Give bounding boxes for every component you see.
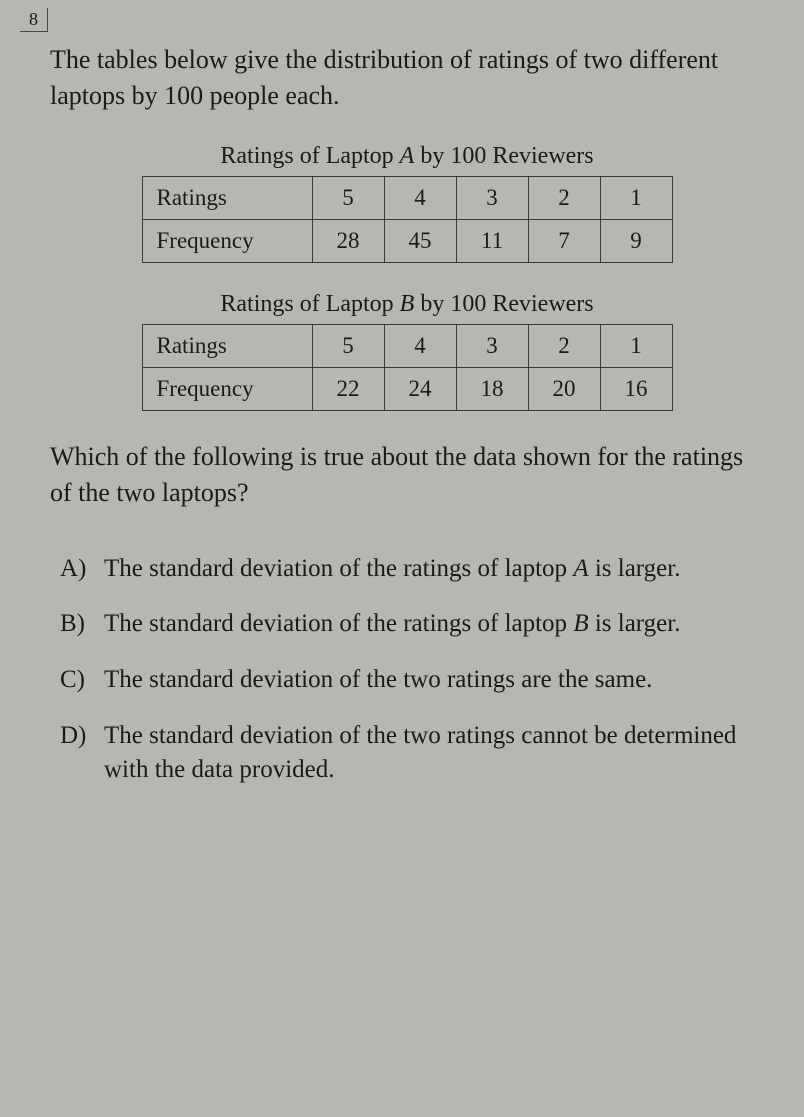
table-a-rating-2: 3: [456, 176, 528, 219]
choice-b: B) The standard deviation of the ratings…: [60, 607, 764, 641]
table-row: Ratings 5 4 3 2 1: [142, 176, 672, 219]
table-row: Frequency 22 24 18 20 16: [142, 367, 672, 410]
table-a: Ratings 5 4 3 2 1 Frequency 28 45 11 7 9: [142, 176, 673, 263]
table-row: Frequency 28 45 11 7 9: [142, 219, 672, 262]
choice-b-letter: B): [60, 607, 104, 641]
table-a-freq-1: 45: [384, 219, 456, 262]
choice-b-pre: The standard deviation of the ratings of…: [104, 610, 573, 637]
question-text: Which of the following is true about the…: [50, 439, 764, 512]
table-a-title-letter: A: [400, 143, 415, 169]
choice-c-letter: C): [60, 663, 104, 697]
table-a-title-pre: Ratings of Laptop: [220, 143, 399, 169]
table-b-freq-0: 22: [312, 367, 384, 410]
table-b-rating-4: 1: [600, 324, 672, 367]
table-a-freq-0: 28: [312, 219, 384, 262]
choice-a-it: A: [573, 555, 588, 582]
table-b-rating-3: 2: [528, 324, 600, 367]
table-a-rating-3: 2: [528, 176, 600, 219]
table-a-rating-0: 5: [312, 176, 384, 219]
intro-text: The tables below give the distribution o…: [50, 42, 764, 115]
choice-d: D) The standard deviation of the two rat…: [60, 719, 764, 787]
table-b-freq-label: Frequency: [142, 367, 312, 410]
table-a-freq-3: 7: [528, 219, 600, 262]
table-a-rating-4: 1: [600, 176, 672, 219]
table-b-title-letter: B: [400, 291, 415, 317]
choice-d-text: The standard deviation of the two rating…: [104, 719, 764, 787]
table-b-freq-2: 18: [456, 367, 528, 410]
choice-c: C) The standard deviation of the two rat…: [60, 663, 764, 697]
choice-a-post: is larger.: [589, 555, 681, 582]
table-b-freq-1: 24: [384, 367, 456, 410]
choice-a: A) The standard deviation of the ratings…: [60, 552, 764, 586]
choice-c-pre: The standard deviation of the two rating…: [104, 666, 652, 693]
table-row: Ratings 5 4 3 2 1: [142, 324, 672, 367]
choice-d-pre: The standard deviation of the two rating…: [104, 722, 736, 783]
table-b: Ratings 5 4 3 2 1 Frequency 22 24 18 20 …: [142, 324, 673, 411]
choice-a-text: The standard deviation of the ratings of…: [104, 552, 680, 586]
choice-b-post: is larger.: [589, 610, 681, 637]
table-a-ratings-label: Ratings: [142, 176, 312, 219]
table-a-freq-4: 9: [600, 219, 672, 262]
table-a-title: Ratings of Laptop A by 100 Reviewers: [50, 143, 764, 170]
question-number: 8: [20, 8, 48, 32]
table-b-rating-0: 5: [312, 324, 384, 367]
choice-a-pre: The standard deviation of the ratings of…: [104, 555, 573, 582]
choice-a-letter: A): [60, 552, 104, 586]
table-b-ratings-label: Ratings: [142, 324, 312, 367]
table-a-rating-1: 4: [384, 176, 456, 219]
choices: A) The standard deviation of the ratings…: [50, 552, 764, 787]
table-a-title-post: by 100 Reviewers: [414, 143, 593, 169]
choice-d-letter: D): [60, 719, 104, 787]
choice-b-text: The standard deviation of the ratings of…: [104, 607, 680, 641]
choice-c-text: The standard deviation of the two rating…: [104, 663, 652, 697]
table-b-rating-1: 4: [384, 324, 456, 367]
table-a-freq-2: 11: [456, 219, 528, 262]
table-b-title: Ratings of Laptop B by 100 Reviewers: [50, 291, 764, 318]
table-b-title-pre: Ratings of Laptop: [220, 291, 399, 317]
table-b-rating-2: 3: [456, 324, 528, 367]
choice-b-it: B: [573, 610, 588, 637]
table-a-freq-label: Frequency: [142, 219, 312, 262]
table-b-title-post: by 100 Reviewers: [414, 291, 593, 317]
table-b-freq-3: 20: [528, 367, 600, 410]
table-b-freq-4: 16: [600, 367, 672, 410]
